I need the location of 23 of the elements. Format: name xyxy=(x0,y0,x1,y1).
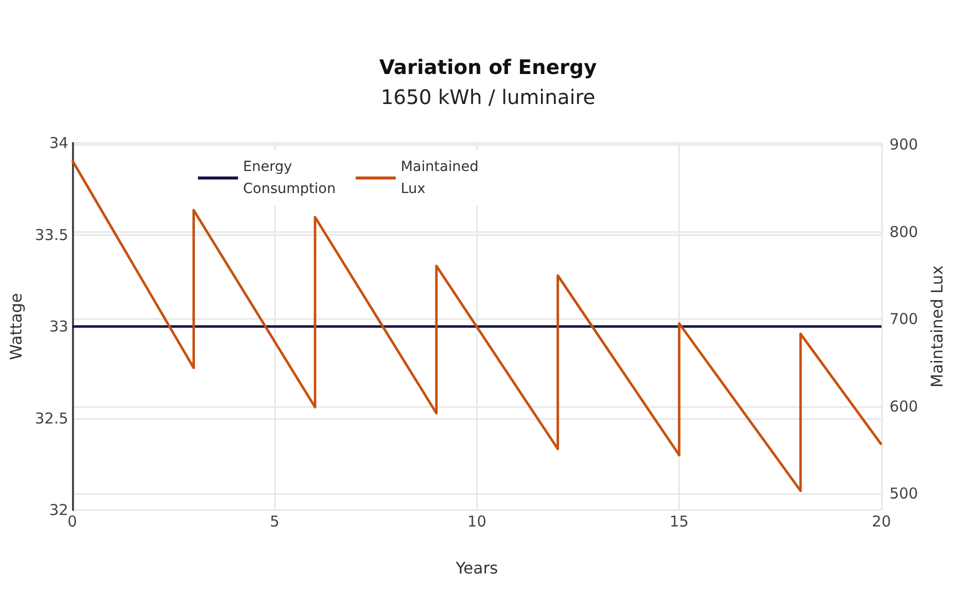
legend-label: Energy Consumption xyxy=(243,159,336,197)
y2-axis-title: Maintained Lux xyxy=(928,265,946,388)
line-series xyxy=(71,159,883,492)
y-tick-label: 33 xyxy=(49,318,68,336)
x-tick-label: 15 xyxy=(670,512,689,530)
x-tick-label: 10 xyxy=(467,512,486,530)
y-tick-label: 32 xyxy=(49,501,68,519)
y-tick-label: 34 xyxy=(49,134,68,152)
y2-tick-label: 800 xyxy=(889,222,918,241)
y-tick-label: 32.5 xyxy=(34,409,68,428)
x-tick-label: 5 xyxy=(270,512,280,530)
y-tick-label: 33.5 xyxy=(34,226,68,244)
x-tick-label: 20 xyxy=(872,512,892,530)
x-tick-label: 0 xyxy=(68,512,78,530)
y2-tick-label: 500 xyxy=(889,484,918,502)
y2-tick-label: 600 xyxy=(889,397,918,416)
chart-subtitle: 1650 kWh / luminaire xyxy=(380,85,596,109)
y2-tick-label: 900 xyxy=(889,136,918,154)
y-axis-title: Wattage xyxy=(6,293,26,360)
legend-label: Maintained Lux xyxy=(400,159,478,197)
x-axis-title: Years xyxy=(454,558,498,578)
chart-title: Variation of Energy xyxy=(379,55,597,79)
y2-tick-label: 700 xyxy=(889,310,918,328)
